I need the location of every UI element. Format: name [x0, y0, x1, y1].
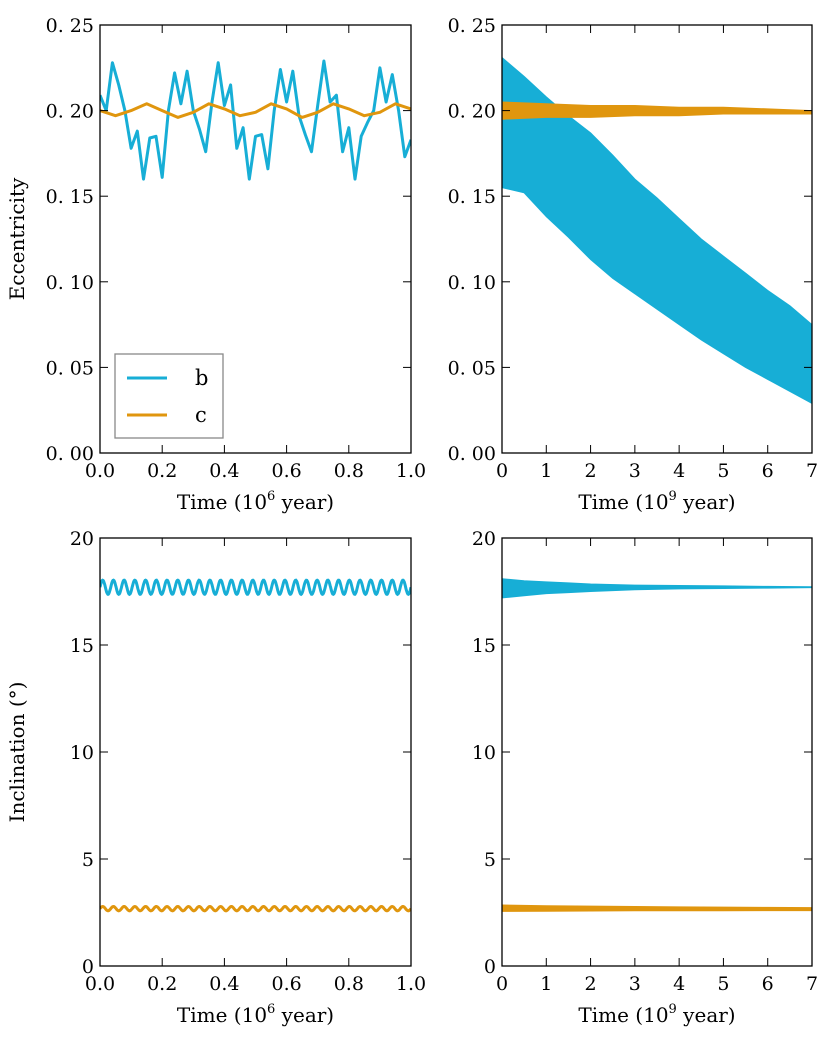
x-tick-label: 0: [496, 973, 508, 995]
y-tick-label: 0. 15: [46, 186, 94, 208]
x-tick-label: 1: [540, 973, 552, 995]
x-axis-label-suffix: year): [275, 1003, 334, 1027]
series-b-band: [502, 578, 812, 599]
plot-frame: [501, 24, 813, 454]
y-tick-label: 0. 10: [46, 272, 94, 294]
legend-label-b: b: [195, 366, 208, 390]
y-tick-label: 0. 20: [46, 101, 94, 123]
y-tick-label: 0. 00: [46, 443, 94, 465]
x-tick-label: 7: [806, 973, 818, 995]
x-tick-label: 4: [673, 973, 685, 995]
y-tick-label: 0. 10: [448, 272, 496, 294]
x-tick-label: 5: [717, 460, 729, 482]
y-tick-label: 0. 15: [448, 186, 496, 208]
x-tick-label: 1: [540, 460, 552, 482]
series-b-line: [100, 59, 411, 181]
y-tick-label: 0: [82, 956, 94, 978]
panel-eccentricity-long: 0 1 2 3 4 5 6 7 0. 00 0. 05 0. 10 0. 15 0. 20 0. 25 Ti…: [448, 15, 818, 514]
x-tick-label: 7: [806, 460, 818, 482]
y-tick-label: 10: [472, 742, 496, 764]
plot-area: [502, 538, 812, 966]
x-axis-label-prefix: Time (10: [578, 490, 668, 514]
x-tick-label: 0.0: [85, 460, 115, 482]
legend-label-c: c: [195, 403, 207, 427]
x-tick-label: 5: [717, 973, 729, 995]
legend: bc: [114, 353, 224, 439]
series-b-band: [502, 56, 812, 404]
y-tick-label: 0. 25: [46, 15, 94, 37]
x-tick-label: 0.4: [209, 460, 239, 482]
panel-eccentricity-short: 0.0 0.2 0.4 0.6 0.8 1.0 0. 00 0. 05 0. 10 0. 15 0.…: [5, 15, 426, 514]
plot-frame: [99, 24, 412, 454]
x-axis-label-exponent: 9: [669, 1002, 677, 1017]
x-tick-label: 0.6: [271, 460, 301, 482]
panel-inclination-long: 0 1 2 3 4 5 6 7 0 5 10 15 20 Time (109 year): [472, 528, 818, 1027]
y-tick-label: 15: [472, 635, 496, 657]
x-axis-label-prefix: Time (10: [177, 490, 267, 514]
x-tick-label: 0.6: [271, 973, 301, 995]
y-tick-label: 5: [82, 849, 94, 871]
x-axis-label-exponent: 6: [267, 489, 275, 504]
x-axis-label-exponent: 9: [669, 489, 677, 504]
series-c-band: [502, 101, 812, 120]
y-tick-label: 0. 00: [448, 443, 496, 465]
y-tick-label: 0: [484, 956, 496, 978]
x-tick-label: 0.2: [147, 973, 177, 995]
y-tick-label: 20: [70, 528, 94, 550]
x-axis-label-prefix: Time (10: [177, 1003, 267, 1027]
plot-area: [100, 538, 411, 966]
x-tick-label: 2: [585, 973, 597, 995]
x-axis-label: Time (109 year): [578, 489, 735, 514]
x-axis-label-prefix: Time (10: [578, 1003, 668, 1027]
x-tick-label: 1.0: [396, 973, 426, 995]
x-axis-label-suffix: year): [677, 1003, 736, 1027]
x-axis-label-suffix: year): [677, 490, 736, 514]
panel-inclination-short: 0.0 0.2 0.4 0.6 0.8 1.0 0 5 10 15 20 Time (106 year…: [5, 528, 426, 1027]
y-tick-label: 10: [70, 742, 94, 764]
x-axis-label-suffix: year): [275, 490, 334, 514]
y-axis-label: Inclination (°): [5, 682, 29, 823]
x-axis-label: Time (109 year): [578, 1002, 735, 1027]
x-axis-label-exponent: 6: [267, 1002, 275, 1017]
y-tick-label: 0. 05: [448, 357, 496, 379]
x-axis-label: Time (106 year): [177, 1002, 334, 1027]
legend-box: [114, 353, 224, 439]
series-c-line: [100, 904, 411, 913]
x-tick-label: 6: [762, 460, 774, 482]
x-tick-label: 0: [496, 460, 508, 482]
series-b-line: [100, 578, 411, 597]
x-tick-label: 6: [762, 973, 774, 995]
x-tick-label: 0.4: [209, 973, 239, 995]
x-tick-label: 3: [629, 973, 641, 995]
x-tick-label: 0.8: [334, 973, 364, 995]
y-tick-label: 20: [472, 528, 496, 550]
data-layer: [100, 578, 411, 913]
x-tick-label: 4: [673, 460, 685, 482]
x-tick-label: 1.0: [396, 460, 426, 482]
x-axis-label: Time (106 year): [177, 489, 334, 514]
data-layer: [100, 59, 411, 181]
y-tick-label: 0. 25: [448, 15, 496, 37]
y-tick-label: 15: [70, 635, 94, 657]
x-tick-label: 3: [629, 460, 641, 482]
y-tick-label: 0. 05: [46, 357, 94, 379]
series-c-band: [502, 904, 812, 912]
series-c-line: [100, 102, 411, 119]
y-tick-label: 0. 20: [448, 101, 496, 123]
data-layer: [502, 56, 812, 404]
y-tick-label: 5: [484, 849, 496, 871]
y-axis-label: Eccentricity: [5, 177, 29, 300]
data-layer: [502, 578, 812, 912]
x-tick-label: 0.8: [334, 460, 364, 482]
x-tick-label: 2: [585, 460, 597, 482]
x-tick-label: 0.2: [147, 460, 177, 482]
x-tick-label: 0.0: [85, 973, 115, 995]
